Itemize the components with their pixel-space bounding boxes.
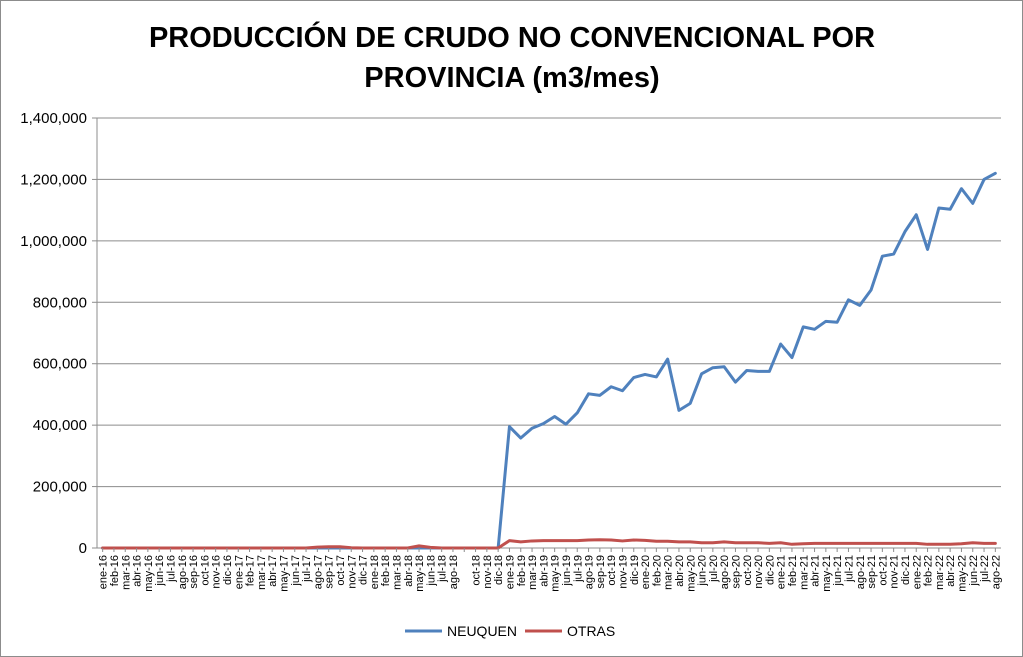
x-tick-label: may-20 bbox=[685, 555, 697, 592]
x-tick-label: jul-16 bbox=[165, 555, 177, 583]
x-tick-label: abr-19 bbox=[538, 555, 550, 587]
x-tick-label: ene-18 bbox=[369, 555, 381, 589]
x-tick-label: feb-19 bbox=[516, 555, 528, 586]
legend-label-otras: OTRAS bbox=[567, 623, 615, 639]
series-line-otras bbox=[101, 538, 997, 550]
x-tick-label: sep-21 bbox=[866, 555, 878, 589]
x-tick-label: oct-18 bbox=[471, 555, 483, 586]
x-tick-label: ago-22 bbox=[990, 555, 1002, 589]
x-tick-label: jul-17 bbox=[301, 555, 313, 583]
y-tick-label: 600,000 bbox=[33, 356, 87, 373]
x-tick-label: feb-17 bbox=[245, 555, 257, 586]
x-tick-label: may-16 bbox=[143, 555, 155, 592]
x-tick-label: oct-16 bbox=[199, 555, 211, 586]
x-tick-label: jun-17 bbox=[290, 555, 302, 587]
x-tick-label: ene-21 bbox=[776, 555, 788, 589]
x-tick-label: dic-18 bbox=[493, 555, 505, 585]
x-tick-label: may-19 bbox=[550, 555, 562, 592]
x-tick-label: may-17 bbox=[278, 555, 290, 592]
y-tick-label: 1,400,000 bbox=[20, 110, 87, 127]
y-tick-label: 200,000 bbox=[33, 479, 87, 496]
x-tick-label: ene-20 bbox=[640, 555, 652, 589]
x-tick-label: abr-22 bbox=[945, 555, 957, 587]
x-tick-label: abr-20 bbox=[674, 555, 686, 587]
x-tick-label: ene-16 bbox=[98, 555, 110, 589]
x-tick-label: dic-20 bbox=[764, 555, 776, 585]
x-tick-label: mar-19 bbox=[527, 555, 539, 590]
x-tick-label: ago-19 bbox=[584, 555, 596, 589]
x-tick-label: jun-22 bbox=[968, 555, 980, 587]
x-tick-label: mar-16 bbox=[120, 555, 132, 590]
x-tick-label: oct-21 bbox=[877, 555, 889, 586]
x-tick-label: may-18 bbox=[414, 555, 426, 592]
x-tick-label: feb-20 bbox=[651, 555, 663, 586]
x-tick-label: nov-20 bbox=[753, 555, 765, 589]
x-tick-label: mar-17 bbox=[256, 555, 268, 590]
x-tick-label: dic-17 bbox=[358, 555, 370, 585]
x-tick-label: mar-18 bbox=[391, 555, 403, 590]
x-tick-label: feb-21 bbox=[787, 555, 799, 586]
x-tick-label: nov-16 bbox=[211, 555, 223, 589]
x-tick-label: jun-19 bbox=[561, 555, 573, 587]
x-tick-label: jun-21 bbox=[832, 555, 844, 587]
x-tick-label: jul-20 bbox=[708, 555, 720, 583]
x-tick-label: abr-18 bbox=[403, 555, 415, 587]
y-tick-label: 0 bbox=[79, 540, 87, 557]
y-tick-label: 1,200,000 bbox=[20, 171, 87, 188]
x-tick-label: nov-17 bbox=[346, 555, 358, 589]
x-tick-label: may-21 bbox=[821, 555, 833, 592]
x-tick-label: oct-20 bbox=[742, 555, 754, 586]
x-tick-label: sep-17 bbox=[324, 555, 336, 589]
x-tick-label: abr-17 bbox=[267, 555, 279, 587]
x-tick-label: ago-17 bbox=[312, 555, 324, 589]
y-tick-label: 800,000 bbox=[33, 294, 87, 311]
x-tick-label: feb-18 bbox=[380, 555, 392, 586]
x-tick-label: may-22 bbox=[956, 555, 968, 592]
x-tick-label: oct-17 bbox=[335, 555, 347, 586]
series-line-neuquen bbox=[101, 171, 997, 550]
legend-label-neuquen: NEUQUEN bbox=[447, 623, 517, 639]
x-tick-label: dic-19 bbox=[629, 555, 641, 585]
x-tick-label: nov-19 bbox=[617, 555, 629, 589]
x-tick-label: ago-16 bbox=[177, 555, 189, 589]
x-tick-label: ene-22 bbox=[911, 555, 923, 589]
x-tick-label: mar-20 bbox=[663, 555, 675, 590]
y-tick-label: 400,000 bbox=[33, 417, 87, 434]
x-tick-label: sep-16 bbox=[188, 555, 200, 589]
x-tick-label: mar-22 bbox=[934, 555, 946, 590]
x-tick-label: jul-19 bbox=[572, 555, 584, 583]
x-tick-label: feb-22 bbox=[923, 555, 935, 586]
x-tick-label: sep-20 bbox=[730, 555, 742, 589]
x-tick-label: dic-21 bbox=[900, 555, 912, 585]
x-tick-label: oct-19 bbox=[606, 555, 618, 586]
x-tick-label: jun-16 bbox=[154, 555, 166, 587]
x-tick-label: ago-20 bbox=[719, 555, 731, 589]
x-tick-label: jul-21 bbox=[843, 555, 855, 583]
x-tick-label: nov-21 bbox=[889, 555, 901, 589]
x-tick-label: sep-19 bbox=[595, 555, 607, 589]
x-tick-label: jul-22 bbox=[979, 555, 991, 583]
x-tick-label: ene-19 bbox=[504, 555, 516, 589]
x-tick-label: jul-18 bbox=[437, 555, 449, 583]
x-tick-label: mar-21 bbox=[798, 555, 810, 590]
chart-title-line-2: PROVINCIA (m3/mes) bbox=[364, 62, 659, 94]
chart-title-line-1: PRODUCCIÓN DE CRUDO NO CONVENCIONAL POR bbox=[149, 20, 875, 54]
x-tick-label: abr-21 bbox=[810, 555, 822, 587]
x-tick-label: ene-17 bbox=[233, 555, 245, 589]
x-tick-label: jun-20 bbox=[697, 555, 709, 587]
x-tick-label: ago-18 bbox=[448, 555, 460, 589]
x-tick-label: dic-16 bbox=[222, 555, 234, 585]
x-tick-label: ago-21 bbox=[855, 555, 867, 589]
x-tick-label: abr-16 bbox=[132, 555, 144, 587]
x-tick-label: nov-18 bbox=[482, 555, 494, 589]
x-tick-label: feb-16 bbox=[109, 555, 121, 586]
y-tick-label: 1,000,000 bbox=[20, 233, 87, 250]
x-tick-label: jun-18 bbox=[425, 555, 437, 587]
